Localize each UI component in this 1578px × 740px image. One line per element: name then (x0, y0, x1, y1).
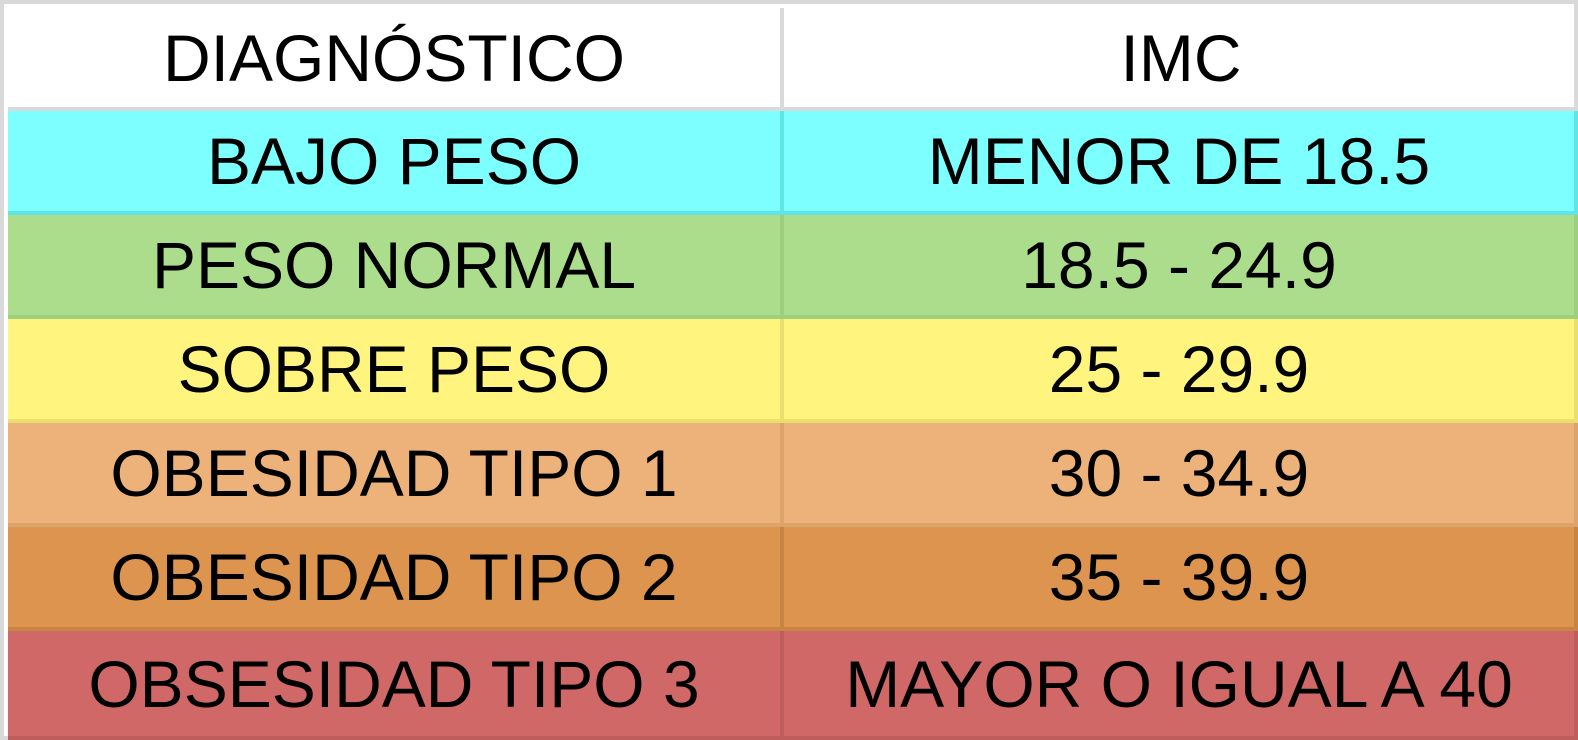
imc-cell: 18.5 - 24.9 (784, 215, 1578, 315)
diagnostico-cell: BAJO PESO (8, 111, 784, 211)
table-row: OBSESIDAD TIPO 3 MAYOR O IGUAL A 40 (8, 631, 1578, 740)
header-diagnostico: DIAGNÓSTICO (8, 8, 784, 107)
diagnostico-cell: SOBRE PESO (8, 319, 784, 419)
table-row: OBESIDAD TIPO 1 30 - 34.9 (8, 423, 1578, 527)
imc-cell: 35 - 39.9 (784, 527, 1578, 627)
imc-cell: MENOR DE 18.5 (784, 111, 1578, 211)
diagnostico-cell: OBESIDAD TIPO 2 (8, 527, 784, 627)
table-row: SOBRE PESO 25 - 29.9 (8, 319, 1578, 423)
header-imc: IMC (1120, 20, 1242, 95)
table-row: PESO NORMAL 18.5 - 24.9 (8, 215, 1578, 319)
diagnostico-cell: PESO NORMAL (8, 215, 784, 315)
table-row: OBESIDAD TIPO 2 35 - 39.9 (8, 527, 1578, 631)
imc-cell: 25 - 29.9 (784, 319, 1578, 419)
diagnostico-cell: OBSESIDAD TIPO 3 (8, 631, 784, 736)
diagnostico-cell: OBESIDAD TIPO 1 (8, 423, 784, 523)
table-row: BAJO PESO MENOR DE 18.5 (8, 111, 1578, 215)
imc-cell: 30 - 34.9 (784, 423, 1578, 523)
imc-cell: MAYOR O IGUAL A 40 (784, 631, 1578, 736)
table-header-row: DIAGNÓSTICO IMC (8, 8, 1578, 111)
